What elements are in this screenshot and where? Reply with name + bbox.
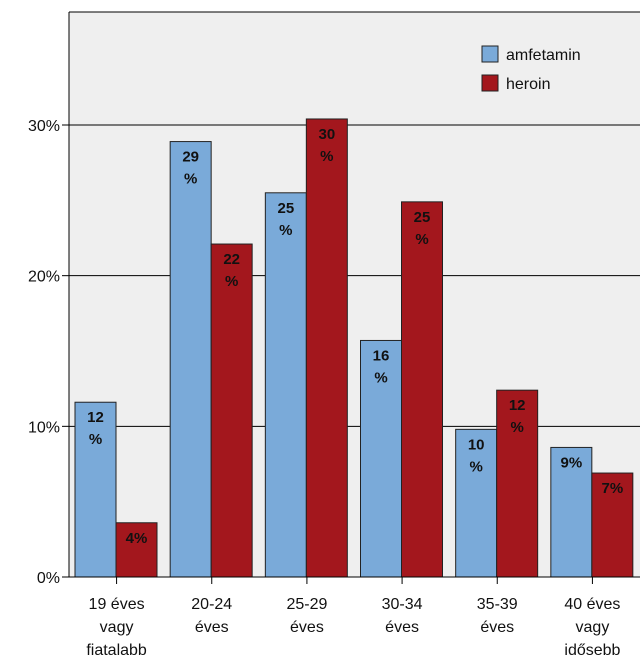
data-label: 25 [277, 200, 294, 217]
data-label: 22 [223, 251, 240, 268]
data-label: % [184, 171, 197, 188]
data-label: % [415, 231, 428, 248]
y-tick-label: 0% [37, 570, 60, 587]
data-label: 12 [87, 409, 104, 426]
x-tick-label: fiatalabb [86, 642, 147, 659]
legend-swatch-heroin [481, 74, 499, 92]
bar-heroin [115, 522, 158, 578]
bar-heroin [305, 118, 348, 578]
x-tick-label: 40 éves [564, 596, 620, 613]
x-tick-label: 20-24 [191, 596, 232, 613]
bar-heroin [496, 389, 539, 578]
gridlines [69, 124, 640, 427]
data-labels: 12% 4% 29% 22% 25% 30% 16% 25% 10% 12% 9% 7% [87, 126, 623, 547]
x-tick-label: 35-39 [477, 596, 518, 613]
bars [74, 118, 634, 578]
data-label: % [225, 273, 238, 290]
legend-label-heroin: heroin [506, 76, 550, 93]
data-label: % [374, 369, 387, 386]
x-tick-label: 25-29 [286, 596, 327, 613]
data-label: 30 [318, 126, 335, 143]
data-label: % [320, 148, 333, 165]
bar-heroin [401, 201, 443, 578]
x-tick-label: éves [195, 619, 229, 636]
bar-amfetamin [169, 141, 212, 578]
bar-heroin [210, 243, 253, 578]
data-label: 25 [414, 209, 431, 226]
bar-heroin [591, 472, 634, 578]
x-tick-label: éves [290, 619, 324, 636]
data-label: % [469, 458, 482, 475]
data-label: 29 [182, 149, 199, 166]
x-tick-label: éves [480, 619, 514, 636]
data-label: 7% [601, 480, 623, 497]
data-label: % [510, 419, 523, 436]
x-tick-label: éves [385, 619, 419, 636]
y-tick-label: 10% [28, 419, 60, 436]
data-label: 16 [373, 347, 390, 364]
legend-swatch-amfetamin [481, 45, 499, 63]
bar-amfetamin [264, 192, 307, 578]
axes: 0% 10% 20% 30% 19 éves vagy fiatalabb 20-24 éves… [28, 11, 640, 659]
data-label: % [279, 222, 292, 239]
y-tick-label: 30% [28, 118, 60, 135]
legend-label-amfetamin: amfetamin [506, 47, 581, 64]
bar-amfetamin [550, 446, 593, 578]
data-label: 4% [126, 530, 148, 547]
plot-area [69, 12, 640, 577]
data-label: 9% [560, 454, 582, 471]
x-tick-label: 19 éves [89, 596, 145, 613]
x-tick-label: vagy [576, 619, 610, 636]
bar-amfetamin [74, 401, 117, 578]
x-tick-label: vagy [100, 619, 134, 636]
legend: amfetamin heroin [481, 45, 581, 93]
x-tick-label: 30-34 [382, 596, 423, 613]
x-tick-label: idősebb [564, 642, 620, 659]
y-tick-label: 20% [28, 269, 60, 286]
data-label: 10 [468, 436, 485, 453]
data-label: % [89, 431, 102, 448]
bar-amfetamin [360, 339, 402, 578]
data-label: 12 [509, 397, 526, 414]
